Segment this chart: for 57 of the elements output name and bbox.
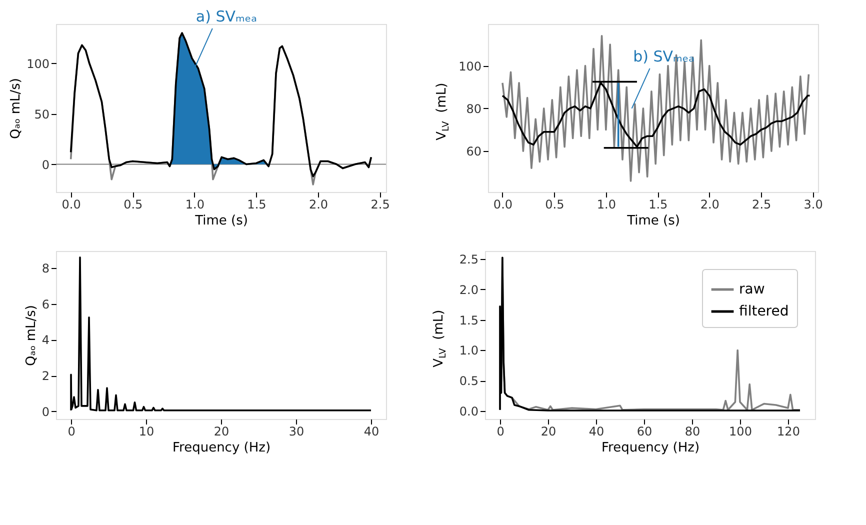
y-tick-label: 60 (466, 144, 482, 159)
legend-label: raw (739, 282, 765, 298)
y-tick-label: 100 (26, 56, 50, 71)
y-axis-title: VLV (mL) (432, 310, 448, 368)
y-tick-label: 6 (42, 297, 50, 312)
x-tick-label: 60 (636, 424, 652, 438)
y-tick-label: 50 (34, 107, 50, 122)
x-tick-label: 0.5 (124, 198, 143, 212)
y-tick-label: 1.5 (459, 313, 478, 328)
x-tick-label: 0.5 (545, 198, 564, 212)
x-tick-label: 120 (777, 424, 800, 438)
x-tick-label: 80 (684, 424, 700, 438)
x-tick-label: 20 (540, 424, 556, 438)
y-tick-label: 0 (42, 404, 50, 419)
y-tick-label: 2.5 (459, 252, 478, 266)
y-axis-title: Qₐₒ mL/s) (8, 78, 24, 139)
x-tick-label: 30 (288, 424, 304, 438)
x-tick-label: 1.5 (247, 198, 266, 212)
y-tick-label: 4 (42, 333, 50, 348)
y-tick-label: 0.5 (459, 374, 478, 388)
x-tick-label: 40 (588, 424, 604, 438)
y-tick-label: 0.0 (459, 404, 478, 419)
x-axis-title: Frequency (Hz) (601, 440, 700, 456)
y-tick-label: 2 (42, 369, 50, 384)
x-axis-title: Time (s) (194, 214, 248, 228)
x-tick-label: 1.0 (596, 198, 616, 212)
x-tick-label: 0 (68, 424, 76, 438)
x-tick-label: 3.0 (804, 198, 823, 212)
y-tick-label: 8 (42, 262, 50, 276)
x-tick-label: 100 (729, 424, 752, 438)
y-tick-label: 0 (42, 158, 50, 172)
x-tick-label: 2.0 (308, 198, 328, 212)
x-tick-label: 10 (138, 424, 154, 438)
y-tick-label: 1.0 (459, 344, 478, 358)
x-tick-label: 2.0 (700, 198, 720, 212)
x-tick-label: 0.0 (493, 198, 513, 212)
x-tick-label: 0 (496, 424, 504, 438)
x-tick-label: 1.5 (648, 198, 668, 212)
y-axis-title: VLV (mL) (434, 82, 452, 140)
x-axis-title: Time (s) (626, 214, 680, 228)
x-tick-label: 0.0 (62, 198, 81, 212)
x-tick-label: 40 (364, 424, 380, 438)
x-tick-label: 2.5 (370, 198, 390, 212)
line-series (70, 256, 372, 412)
x-tick-label: 1.0 (185, 198, 204, 212)
y-tick-label: 100 (458, 59, 482, 74)
y-tick-label: 2.0 (459, 282, 478, 297)
x-tick-label: 20 (214, 424, 230, 438)
y-tick-label: 80 (466, 102, 482, 116)
y-axis-title: Qₐₒ mL/s) (24, 305, 39, 366)
x-tick-label: 2.5 (752, 198, 772, 212)
legend-label: filtered (739, 304, 789, 320)
x-axis-title: Frequency (Hz) (172, 440, 271, 456)
annotation: b) SVₘₑₐ (633, 47, 694, 66)
annotation: a) SVₘₑₐ (196, 7, 257, 26)
line-series (502, 82, 811, 148)
line-series (502, 35, 810, 182)
